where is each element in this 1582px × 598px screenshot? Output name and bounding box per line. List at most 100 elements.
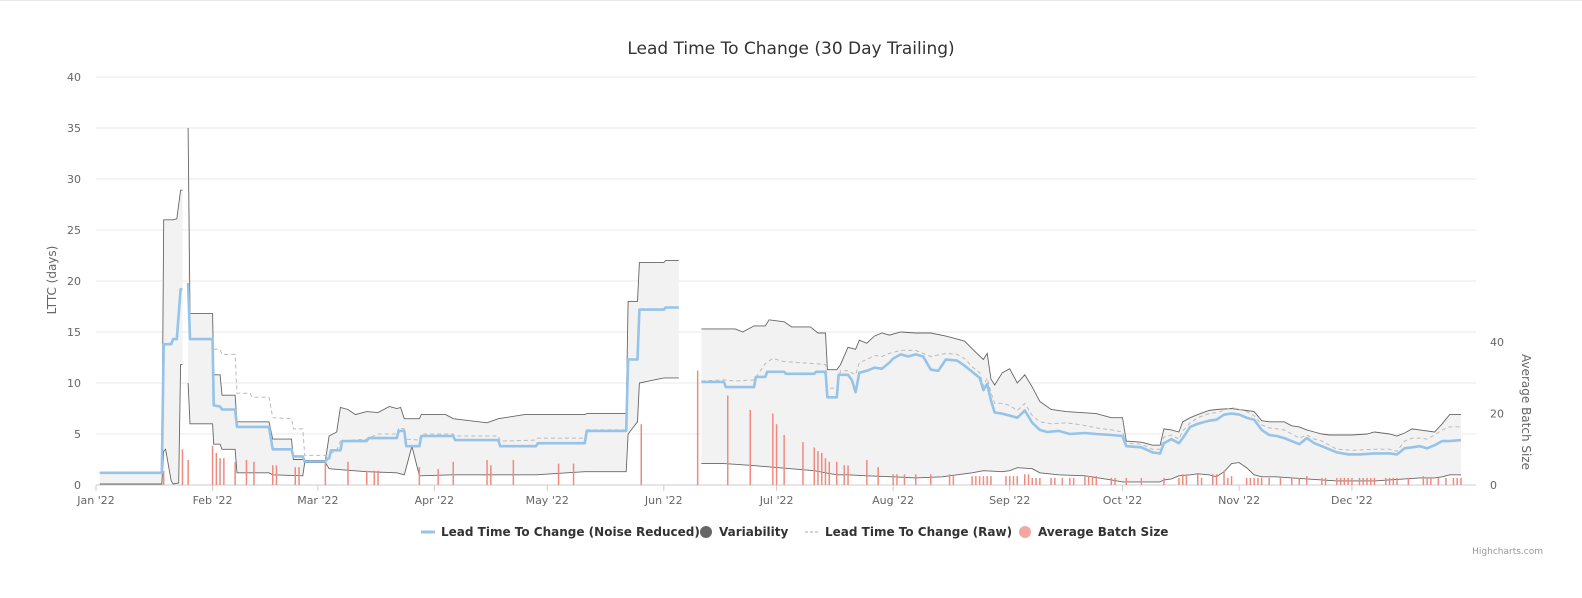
legend-label-variability: Variability (719, 525, 789, 539)
legend-item-noise-reduced[interactable]: Lead Time To Change (Noise Reduced) (421, 525, 700, 539)
batch-size-bar (727, 395, 729, 485)
batch-size-bar (982, 476, 985, 485)
batch-size-bar (1347, 477, 1349, 485)
x-tick-label: Feb '22 (193, 494, 233, 507)
batch-size-bar (1426, 477, 1428, 485)
batch-size-bar (1339, 477, 1342, 485)
batch-size-bar (802, 442, 804, 485)
variability-upper-line (187, 127, 679, 461)
batch-size-bar (1110, 477, 1112, 485)
batch-size-bar (1031, 477, 1033, 485)
batch-size-bar (1366, 477, 1368, 485)
top-border (0, 0, 1582, 1)
batch-size-bar (1385, 477, 1387, 485)
x-tick-label: Nov '22 (1218, 494, 1260, 507)
y-left-tick-label: 10 (67, 377, 81, 390)
y-left-tick-label: 25 (67, 224, 81, 237)
batch-size-bar (1178, 477, 1180, 485)
batch-size-bar (1343, 477, 1346, 485)
batch-size-bar (1182, 474, 1184, 485)
batch-size-bar (377, 470, 379, 485)
batch-size-bar (347, 461, 349, 485)
x-tick-label: Jan '22 (76, 494, 114, 507)
y-right-tick-label: 40 (1490, 336, 1504, 349)
batch-size-bar (1185, 474, 1188, 485)
batch-size-bar (1016, 476, 1018, 485)
batch-size-bar (847, 465, 849, 485)
legend-item-batch-size[interactable]: Average Batch Size (1019, 525, 1168, 539)
y-left-tick-label: 40 (67, 71, 81, 84)
batch-size-bar (749, 409, 751, 485)
batch-size-bar (1460, 477, 1462, 485)
x-tick-label: Aug '22 (872, 494, 914, 507)
batch-size-bar (866, 460, 868, 485)
y-axis-left-title: LTTC (days) (45, 246, 59, 315)
batch-size-bar (1407, 477, 1410, 485)
legend: Lead Time To Change (Noise Reduced) Vari… (421, 525, 1168, 539)
batch-size-bar (775, 424, 778, 485)
batch-size-bar (817, 451, 819, 485)
batch-size-bar (1200, 477, 1203, 485)
x-tick-label: Oct '22 (1103, 494, 1143, 507)
batch-size-bar (1054, 477, 1056, 485)
y-left-tick-label: 30 (67, 173, 81, 186)
batch-size-bar (181, 449, 184, 486)
batch-size-bar (162, 470, 165, 485)
batch-size-bar (1370, 477, 1372, 485)
batch-size-bar (971, 476, 973, 485)
batch-size-bar (1035, 477, 1037, 485)
batch-size-bar (1005, 476, 1007, 485)
batch-size-bar (952, 476, 955, 485)
batch-size-bar (1257, 477, 1259, 485)
batch-size-bar (557, 463, 560, 485)
batch-size-bar (978, 476, 981, 485)
batch-size-bar (1362, 477, 1364, 485)
noise-reduced-line (186, 282, 679, 463)
legend-item-variability[interactable]: Variability (700, 525, 789, 539)
y-left-tick-label: 35 (67, 122, 81, 135)
y-right-tick-label: 20 (1490, 408, 1504, 421)
batch-size-bar (1298, 477, 1300, 485)
batch-size-bar (1445, 477, 1447, 485)
batch-size-bar (892, 474, 894, 485)
noise-reduced-line (99, 287, 183, 475)
batch-size-bar (219, 458, 221, 485)
credits-link[interactable]: Highcharts.com (1472, 547, 1543, 557)
batch-size-bar (211, 445, 214, 485)
batch-size-bar (896, 474, 898, 485)
batch-size-bars (162, 370, 1462, 486)
variability-upper-line (701, 319, 1461, 446)
batch-size-bar (1039, 477, 1041, 485)
batch-size-bar (366, 470, 368, 485)
batch-size-bar (1396, 477, 1398, 485)
batch-size-bar (486, 460, 488, 485)
legend-label-raw: Lead Time To Change (Raw) (825, 525, 1012, 539)
variability-lower-line (187, 377, 679, 477)
batch-size-bar (187, 460, 189, 485)
batch-size-bar (1215, 474, 1218, 485)
x-tick-label: Jul '22 (759, 494, 794, 507)
x-tick-label: Dec '22 (1331, 494, 1373, 507)
legend-symbol-variability (700, 526, 712, 538)
batch-size-bar (1230, 476, 1233, 485)
batch-size-bar (1430, 477, 1432, 485)
batch-size-bar (877, 467, 879, 485)
batch-size-bar (1336, 477, 1338, 485)
batch-size-bar (1324, 477, 1327, 485)
batch-size-bar (418, 467, 421, 485)
legend-symbol-batch-size (1019, 526, 1031, 538)
batch-size-bar (1456, 477, 1458, 485)
batch-size-bar (783, 434, 785, 485)
legend-item-raw[interactable]: Lead Time To Change (Raw) (805, 525, 1012, 539)
batch-size-bar (640, 424, 642, 485)
batch-size-bar (1084, 476, 1086, 485)
batch-size-bar (1197, 474, 1199, 485)
y-left-tick-label: 5 (74, 428, 81, 441)
batch-size-bar (1125, 477, 1127, 485)
y-right-tick-label: 0 (1490, 479, 1497, 492)
batch-size-bar (990, 476, 992, 485)
batch-size-bar (324, 461, 327, 485)
batch-size-bar (245, 460, 248, 485)
batch-size-bar (1373, 477, 1376, 485)
